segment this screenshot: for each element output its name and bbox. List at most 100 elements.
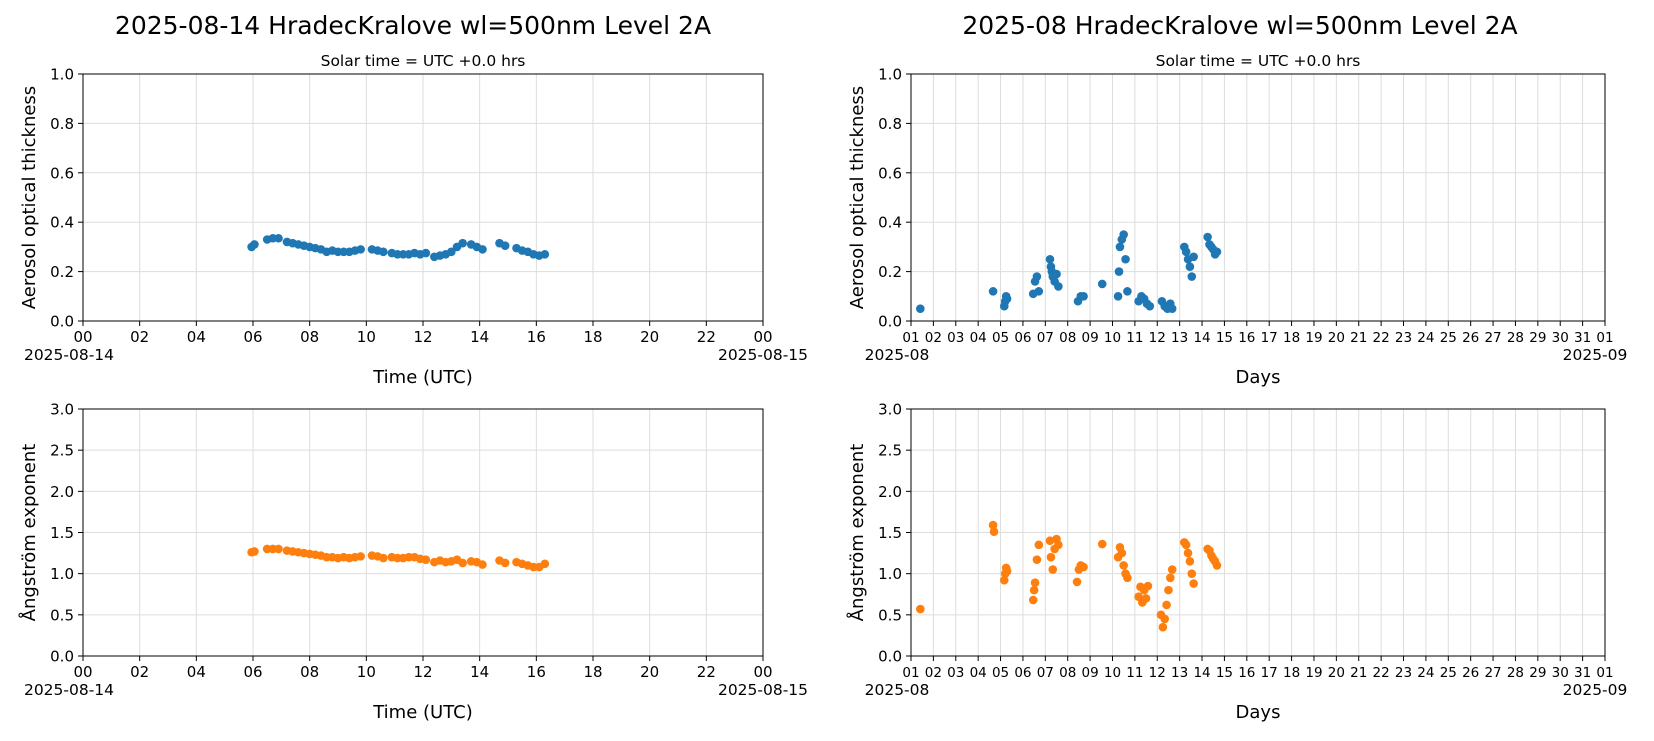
monthly-angstrom-ytick-label: 1.0 (878, 565, 902, 583)
monthly-angstrom-xtick-label: 28 (1507, 665, 1524, 681)
daily-aot-xtick-label: 06 (243, 328, 262, 346)
monthly-aot-date-start: 2025-08 (865, 346, 930, 364)
daily-angstrom-xtick-label: 00 (73, 663, 92, 681)
monthly-angstrom-xtick-label: 26 (1462, 665, 1479, 681)
monthly-angstrom-point (1162, 600, 1171, 610)
daily-aot-point (421, 248, 431, 258)
monthly-angstrom-ytick-label: 1.5 (878, 524, 902, 542)
monthly-angstrom-ytick-label: 2.0 (878, 483, 902, 501)
daily-aot-yticks: 0.0 0.2 0.4 0.6 0.8 1.0 (50, 66, 83, 331)
daily-angstrom-panel: 00 02 04 06 08 10 12 14 16 18 20 22 00 0.0 0.5 1.0 1.5 2… (18, 401, 808, 724)
daily-angstrom-xtick-label: 18 (583, 663, 602, 681)
monthly-aot-xtick-label: 03 (947, 330, 964, 346)
daily-aot-date-start: 2025-08-14 (24, 346, 114, 364)
daily-aot-date-end: 2025-08-15 (718, 346, 808, 364)
monthly-angstrom-point (1028, 595, 1038, 605)
monthly-aot-point (1034, 287, 1044, 296)
monthly-angstrom-xtick-label: 24 (1417, 665, 1434, 681)
daily-aot-ytick-label: 0.2 (50, 263, 74, 281)
monthly-angstrom-xtick-label: 04 (970, 665, 987, 681)
monthly-aot-xtick-label: 20 (1328, 330, 1345, 346)
monthly-angstrom-point (1045, 536, 1055, 546)
monthly-angstrom-point (1072, 577, 1082, 587)
daily-angstrom-ylabel: Ångström exponent (18, 444, 40, 622)
daily-angstrom-point (458, 558, 467, 568)
left-panel-subtitle: Solar time = UTC +0.0 hrs (321, 52, 526, 70)
monthly-aot-date-end: 2025-09 (1563, 346, 1628, 364)
monthly-angstrom-ytick-label: 3.0 (878, 401, 902, 419)
monthly-aot-point (1167, 304, 1177, 313)
daily-aot-xtick-label: 10 (357, 328, 376, 346)
monthly-angstrom-xtick-label: 08 (1059, 665, 1076, 681)
monthly-aot-ytick-label: 0.0 (878, 313, 902, 331)
monthly-aot-xtick-label: 16 (1238, 330, 1255, 346)
left-panel-title: 2025-08-14 HradecKralove wl=500nm Level … (115, 11, 711, 40)
daily-angstrom-ytick-label: 2.0 (50, 483, 74, 501)
daily-angstrom-point (250, 547, 259, 556)
daily-angstrom-point (356, 552, 365, 561)
monthly-aot-point (1185, 262, 1195, 271)
monthly-angstrom-grid (910, 408, 1606, 657)
monthly-angstrom-point (1167, 565, 1177, 574)
monthly-angstrom-xtick-label: 19 (1305, 665, 1322, 681)
monthly-angstrom-xtick-label: 20 (1328, 665, 1345, 681)
monthly-angstrom-yticks: 0.0 0.5 1.0 1.5 2.0 2.5 3.0 (878, 401, 911, 666)
daily-aot-xtick-label: 12 (413, 328, 432, 346)
daily-angstrom-xtick-label: 12 (413, 663, 432, 681)
monthly-angstrom-point (1141, 594, 1151, 603)
monthly-aot-xtick-label: 10 (1104, 330, 1121, 346)
daily-aot-point (458, 238, 467, 248)
monthly-aot-xtick-label: 02 (925, 330, 942, 346)
monthly-aot-grid (910, 73, 1606, 322)
monthly-aot-frame (910, 73, 1606, 322)
monthly-aot-points (916, 230, 1222, 313)
monthly-aot-xtick-label: 07 (1037, 330, 1054, 346)
monthly-angstrom-point (1079, 562, 1088, 572)
monthly-angstrom-xtick-label: 18 (1283, 665, 1300, 681)
daily-angstrom-grid (82, 408, 764, 657)
monthly-angstrom-xtick-label: 09 (1082, 665, 1099, 681)
right-panel-title: 2025-08 HradecKralove wl=500nm Level 2A (962, 11, 1517, 40)
monthly-angstrom-point (1097, 539, 1107, 549)
monthly-angstrom-point (1166, 573, 1175, 583)
daily-angstrom-xtick-label: 22 (697, 663, 716, 681)
monthly-aot-point (1002, 294, 1012, 304)
monthly-aot-ylabel: Aerosol optical thickness (847, 86, 868, 309)
monthly-angstrom-xtick-label: 10 (1104, 665, 1121, 681)
monthly-aot-xtick-label: 27 (1484, 330, 1501, 346)
daily-angstrom-xtick-label: 00 (753, 663, 772, 681)
monthly-aot-point (916, 304, 925, 313)
monthly-aot-point (1114, 267, 1124, 276)
monthly-angstrom-xtick-label: 11 (1126, 665, 1143, 681)
monthly-aot-xtick-label: 17 (1261, 330, 1278, 346)
monthly-angstrom-point (1030, 578, 1040, 588)
monthly-aot-xtick-label: 09 (1082, 330, 1099, 346)
daily-aot-point (250, 240, 259, 249)
monthly-angstrom-xtick-label: 15 (1216, 665, 1233, 681)
daily-aot-xtick-label: 22 (697, 328, 716, 346)
monthly-aot-xtick-label: 18 (1283, 330, 1300, 346)
daily-angstrom-point (500, 558, 510, 568)
monthly-angstrom-xtick-label: 02 (925, 665, 942, 681)
daily-aot-xtick-label: 02 (130, 328, 149, 346)
monthly-aot-ytick-label: 1.0 (878, 66, 902, 84)
monthly-angstrom-xlabel: Days (1236, 702, 1281, 723)
monthly-angstrom-ytick-label: 0.0 (878, 648, 902, 666)
monthly-angstrom-point (1046, 552, 1056, 562)
daily-angstrom-xtick-label: 04 (187, 663, 206, 681)
monthly-angstrom-point (1119, 561, 1128, 570)
daily-aot-xtick-label: 08 (300, 328, 319, 346)
monthly-aot-xtick-label: 25 (1440, 330, 1457, 346)
monthly-angstrom-point (988, 520, 998, 530)
monthly-angstrom-point (1048, 565, 1058, 574)
monthly-angstrom-point (1183, 548, 1193, 558)
daily-aot-point (447, 247, 456, 257)
monthly-angstrom-date-end: 2025-09 (1563, 681, 1628, 699)
daily-aot-point (274, 233, 283, 243)
monthly-angstrom-xtick-label: 27 (1484, 665, 1501, 681)
monthly-angstrom-xtick-label: 22 (1373, 665, 1390, 681)
monthly-aot-yticks: 0.0 0.2 0.4 0.6 0.8 1.0 (878, 66, 911, 331)
monthly-aot-point (1115, 242, 1125, 252)
monthly-aot-xtick-label: 21 (1350, 330, 1367, 346)
